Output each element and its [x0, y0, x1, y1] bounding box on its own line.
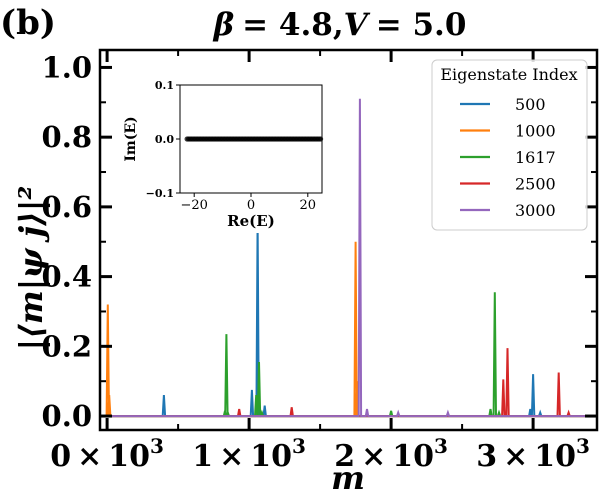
title-v: V: [344, 7, 371, 43]
series-line-1000: [105, 241, 590, 418]
inset-y-tick-label: 0.0: [155, 133, 174, 146]
legend-box: [431, 59, 588, 231]
y-tick-label: 0.4: [42, 260, 92, 294]
title-v-value: = 5.0: [376, 7, 467, 43]
x-tick-base: 10: [392, 439, 434, 474]
series-line-500: [107, 220, 590, 418]
legend-title: Eigenstate Index: [440, 65, 577, 84]
x-tick-times: ×: [77, 439, 102, 474]
y-tick-label: 0.8: [42, 120, 92, 154]
x-tick-base: 10: [534, 439, 576, 474]
y-tick-label: 0.2: [42, 329, 92, 363]
inset-x-tick-label: −20: [180, 198, 207, 213]
series-layer: [105, 98, 590, 418]
x-tick-times: ×: [361, 439, 386, 474]
panel-label: (b): [0, 3, 56, 43]
x-tick-label: 1 × 103: [192, 434, 306, 474]
x-tick-label: 3 × 103: [476, 434, 590, 474]
x-tick-mantissa: 0: [50, 439, 71, 474]
legend-label: 1000: [515, 122, 556, 141]
legend-label: 3000: [515, 201, 556, 220]
series-500: [107, 220, 590, 418]
y-axis-label: |⟨m|ψ j⟩|²: [12, 186, 50, 351]
legend-label: 500: [515, 95, 546, 114]
legend-label: 2500: [515, 175, 556, 194]
series-1617: [107, 292, 590, 418]
inset-y-label: Im(E): [123, 116, 139, 161]
inset-plot: −20 0 20 −0.1 0.0 0.1 Re(E) Im(E): [123, 75, 332, 233]
inset-point: [318, 136, 324, 142]
title-beta-value: = 4.8,: [242, 7, 344, 43]
inset-x-label: Re(E): [227, 212, 275, 230]
inset-y-tick-label: −0.1: [146, 187, 174, 200]
x-axis-label: m: [331, 459, 365, 497]
chart-title: β = 4.8,V = 5.0: [213, 7, 467, 43]
x-tick-exponent: 3: [292, 434, 306, 458]
series-1000: [105, 241, 590, 418]
inset-x-tick-label: 0: [247, 198, 255, 213]
inset-points: [184, 136, 324, 142]
legend-entry-1617: 1617: [460, 148, 556, 167]
inset-x-tick-label: 20: [300, 198, 317, 213]
x-tick-exponent: 3: [576, 434, 590, 458]
x-tick-times: ×: [219, 439, 244, 474]
legend-entry-3000: 3000: [460, 201, 556, 220]
x-tick-mantissa: 2: [334, 439, 355, 474]
x-tick-mantissa: 1: [192, 439, 213, 474]
y-tick-label: 0.6: [42, 190, 92, 224]
x-tick-mantissa: 3: [476, 439, 497, 474]
legend: Eigenstate Index 500 1000 1617 2500 3000: [431, 59, 588, 231]
x-tick-label: 2 × 103: [334, 434, 448, 474]
inset-y-tick-label: 0.1: [155, 79, 174, 92]
plot-frame: [98, 48, 599, 432]
legend-entry-1000: 1000: [460, 122, 556, 141]
legend-entry-2500: 2500: [460, 175, 556, 194]
y-tick-label: 1.0: [42, 50, 92, 84]
series-2500: [107, 348, 590, 418]
x-tick-base: 10: [250, 439, 292, 474]
title-beta: β: [213, 7, 235, 43]
series-line-3000: [107, 98, 590, 418]
series-line-2500: [107, 348, 590, 418]
x-tick-label: 0 × 103: [50, 434, 164, 474]
series-line-1617: [107, 292, 590, 418]
x-tick-exponent: 3: [150, 434, 164, 458]
legend-entry-500: 500: [460, 95, 546, 114]
x-tick-base: 10: [108, 439, 150, 474]
legend-label: 1617: [515, 148, 556, 167]
x-tick-times: ×: [503, 439, 528, 474]
series-3000: [107, 98, 590, 418]
x-tick-exponent: 3: [434, 434, 448, 458]
y-tick-label: 0.0: [42, 399, 92, 433]
